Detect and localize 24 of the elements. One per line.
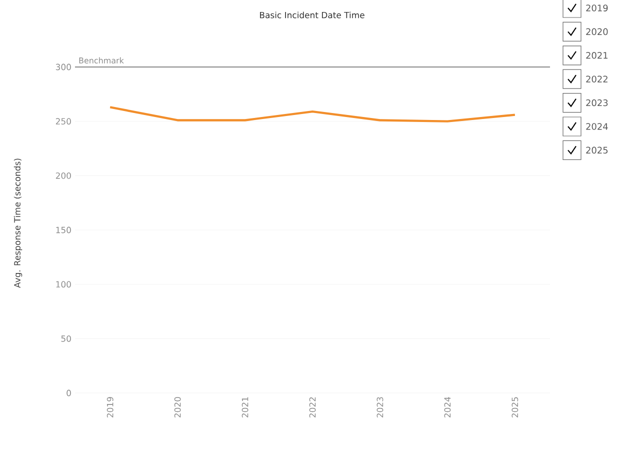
y-tick-label: 100 (56, 281, 71, 288)
y-tick-label: 150 (56, 226, 71, 234)
text: 2021 (586, 52, 608, 59)
x-tick-label: 2022 (309, 397, 316, 418)
text: 2020 (586, 28, 608, 36)
text: 2023 (586, 99, 608, 106)
y-tick-label: 200 (56, 172, 71, 179)
x-tick-label: 2021 (242, 397, 248, 418)
y-tick-label: 300 (56, 64, 71, 70)
x-tick-label: 2025 (512, 397, 518, 418)
x-tick-label: 2023 (376, 397, 384, 418)
x-tick-label: 2020 (174, 397, 181, 418)
chart-title: Basic Incident Date Time (260, 12, 364, 18)
y-tick-label: 0 (66, 390, 71, 396)
line-series (109, 106, 516, 122)
x-tick-label: 2019 (106, 397, 114, 418)
y-tick-label: 250 (56, 118, 71, 125)
y-tick-label: 50 (61, 335, 71, 342)
text: 2024 (586, 123, 608, 130)
text: 2025 (586, 146, 608, 154)
x-tick-label: 2024 (444, 396, 451, 418)
text: 2022 (586, 76, 608, 82)
text: 2019 (586, 4, 608, 12)
y-axis-title: Avg. Response Time (seconds) (14, 158, 22, 288)
